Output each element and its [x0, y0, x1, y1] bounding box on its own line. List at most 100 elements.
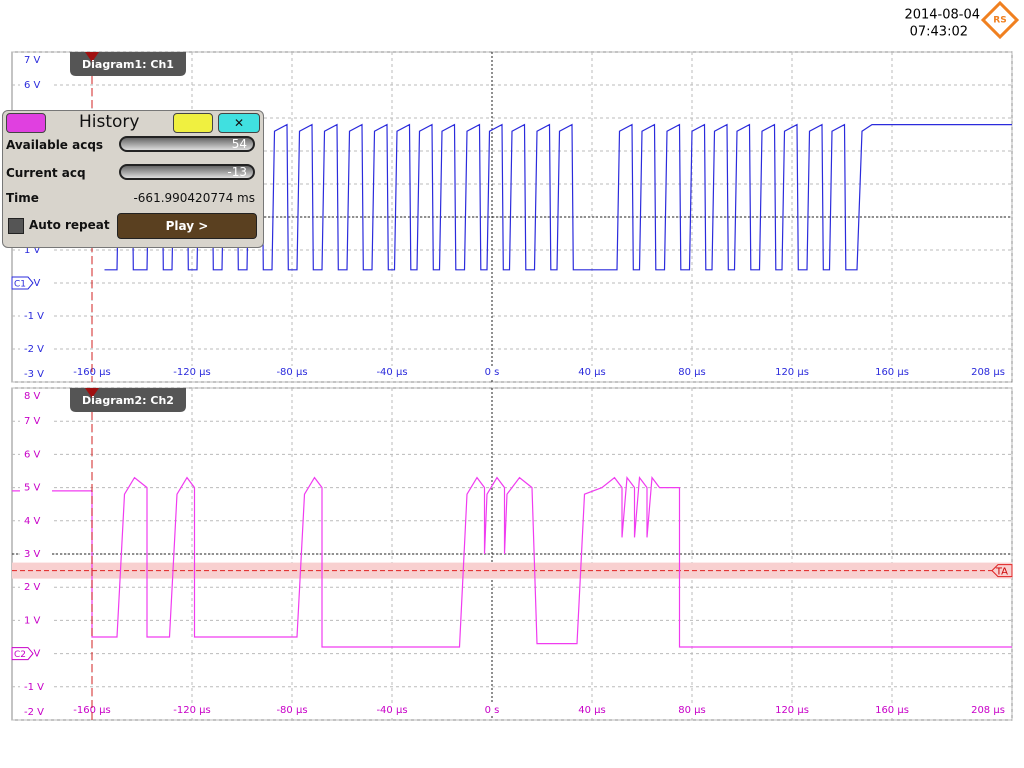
- y-tick-label: -1 V: [24, 311, 44, 322]
- x-label-bg: [74, 704, 110, 716]
- y-label-bg: [20, 368, 52, 380]
- y-label-bg: [20, 581, 52, 594]
- x-label-bg: [74, 366, 110, 378]
- x-label-bg: [874, 704, 910, 716]
- minimize-button[interactable]: [173, 113, 213, 133]
- y-label-bg: [20, 343, 52, 355]
- x-tick-label: 40 µs: [578, 367, 605, 378]
- y-tick-label: 6 V: [24, 449, 41, 460]
- time: 07:43:02: [910, 25, 968, 40]
- svg-text:RS: RS: [993, 16, 1006, 26]
- y-tick-label: 2 V: [24, 582, 41, 593]
- x-label-bg: [970, 366, 1006, 378]
- x-tick-label: 208 µs: [971, 705, 1005, 716]
- trigger-label: TA: [995, 567, 1008, 578]
- y-tick-label: 8 V: [24, 391, 41, 402]
- x-tick-label: 120 µs: [775, 367, 809, 378]
- play-button[interactable]: Play >: [117, 213, 257, 239]
- available-value[interactable]: 54: [119, 136, 255, 152]
- current-label: Current acq: [6, 166, 86, 180]
- y-label-bg: [20, 706, 52, 718]
- time-value: -661.990420774 ms: [133, 191, 255, 205]
- x-label-bg: [574, 366, 610, 378]
- ground-marker: [11, 647, 34, 661]
- date: 2014-08-04: [904, 8, 980, 23]
- y-label-bg: [20, 481, 52, 494]
- y-tick-label: 6 V: [24, 80, 41, 91]
- logo: RS: [980, 0, 1020, 40]
- x-label-bg: [474, 366, 510, 378]
- channel-label: C1: [14, 280, 26, 290]
- x-label-bg: [874, 366, 910, 378]
- y-label-bg: [20, 390, 52, 402]
- y-tick-label: -3 V: [24, 369, 44, 380]
- tool-button[interactable]: [6, 113, 46, 133]
- history-window[interactable]: History ✕ Available acqs 54 Current acq …: [2, 110, 264, 248]
- x-label-bg: [970, 704, 1006, 716]
- y-label-bg: [20, 514, 52, 527]
- title-tab: [70, 52, 186, 76]
- x-tick-label: -160 µs: [73, 705, 110, 716]
- x-label-bg: [474, 704, 510, 716]
- x-tick-label: -40 µs: [376, 367, 407, 378]
- x-tick-label: -120 µs: [173, 705, 210, 716]
- x-label-bg: [374, 704, 410, 716]
- x-label-bg: [774, 366, 810, 378]
- x-label-bg: [274, 366, 310, 378]
- x-label-bg: [374, 366, 410, 378]
- x-label-bg: [174, 366, 210, 378]
- x-tick-label: 160 µs: [875, 367, 909, 378]
- title-tab: [70, 388, 186, 412]
- y-tick-label: 1 V: [24, 245, 41, 256]
- x-label-bg: [774, 704, 810, 716]
- y-tick-label: 7 V: [24, 55, 41, 66]
- y-label-bg: [20, 415, 52, 428]
- x-label-bg: [574, 704, 610, 716]
- y-label-bg: [20, 548, 52, 560]
- trace: [12, 475, 1012, 648]
- x-label-bg: [674, 704, 710, 716]
- y-tick-label: -2 V: [24, 344, 44, 355]
- x-tick-label: 0 s: [485, 367, 500, 378]
- x-tick-label: 160 µs: [875, 705, 909, 716]
- chart-title: Diagram1: Ch1: [82, 58, 174, 71]
- x-label-bg: [674, 366, 710, 378]
- trace: [104, 123, 1012, 271]
- marker-flag: [85, 388, 99, 398]
- x-tick-label: -80 µs: [276, 367, 307, 378]
- y-label-bg: [20, 79, 52, 91]
- available-label: Available acqs: [6, 138, 104, 152]
- x-tick-label: 120 µs: [775, 705, 809, 716]
- history-title: History: [79, 112, 140, 132]
- x-label-bg: [274, 704, 310, 716]
- marker-flag: [85, 52, 99, 62]
- time-label: Time: [6, 191, 39, 205]
- x-tick-label: 80 µs: [678, 367, 705, 378]
- y-label-bg: [20, 54, 52, 66]
- x-tick-label: -120 µs: [173, 367, 210, 378]
- y-tick-label: 5 V: [24, 483, 41, 494]
- y-tick-label: 4 V: [24, 516, 41, 527]
- y-label-bg: [20, 680, 52, 693]
- y-tick-label: -2 V: [24, 707, 44, 718]
- y-tick-label: 7 V: [24, 416, 41, 427]
- auto-repeat-checkbox[interactable]: [8, 218, 24, 234]
- x-tick-label: 208 µs: [971, 367, 1005, 378]
- x-tick-label: 40 µs: [578, 705, 605, 716]
- x-tick-label: 80 µs: [678, 705, 705, 716]
- ground-marker: [11, 276, 34, 290]
- x-tick-label: -80 µs: [276, 705, 307, 716]
- y-tick-label: 1 V: [24, 615, 41, 626]
- current-value[interactable]: -13: [119, 164, 255, 180]
- x-label-bg: [174, 704, 210, 716]
- x-tick-label: -160 µs: [73, 367, 110, 378]
- x-tick-label: 0 s: [485, 705, 500, 716]
- trigger-marker: [991, 564, 1013, 578]
- close-button[interactable]: ✕: [218, 113, 260, 133]
- y-tick-label: 3 V: [24, 549, 41, 560]
- y-tick-label: -1 V: [24, 682, 44, 693]
- y-label-bg: [20, 614, 52, 627]
- chart-title: Diagram2: Ch2: [82, 394, 174, 407]
